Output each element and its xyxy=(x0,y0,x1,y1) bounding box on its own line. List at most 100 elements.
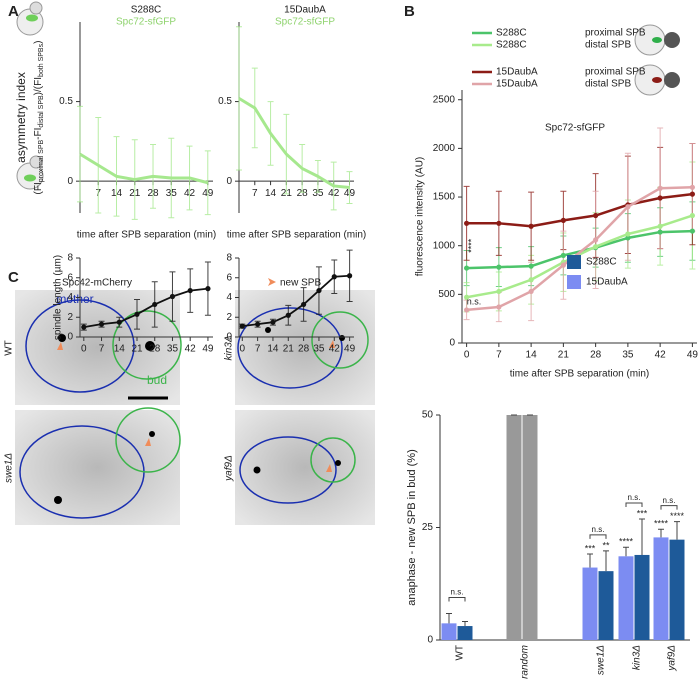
data-point xyxy=(239,323,245,329)
significance: n.s. xyxy=(451,588,464,597)
formula-part: -FI xyxy=(33,128,44,140)
data-point xyxy=(496,220,502,226)
y-axis-label: fluorescence intensity (AU) xyxy=(415,157,426,277)
significance: **** xyxy=(619,537,634,547)
data-point xyxy=(205,286,211,292)
legend-label: S288C xyxy=(496,40,527,51)
data-point xyxy=(528,263,534,269)
formula-part: )/(FI xyxy=(33,77,44,95)
strain-label: yaf9Δ xyxy=(224,455,235,482)
data-point xyxy=(657,185,663,191)
y-tick-label: 2 xyxy=(67,312,73,323)
y-tick-label: 0.5 xyxy=(59,96,73,107)
chart-title: 15DaubA xyxy=(284,5,326,16)
bracket xyxy=(448,596,466,602)
data-line xyxy=(466,186,693,312)
legend-label: 15DaubA xyxy=(586,277,628,288)
error-bar xyxy=(446,612,452,624)
bar xyxy=(618,556,634,640)
legend-label: 15DaubA xyxy=(496,79,538,90)
data-point xyxy=(301,301,307,308)
data-point xyxy=(496,304,502,310)
annotation: **** xyxy=(466,238,476,253)
data-point xyxy=(528,223,534,229)
bracket xyxy=(625,502,643,507)
cell-icon xyxy=(16,1,44,190)
significance: **** xyxy=(670,511,685,521)
data-point xyxy=(464,294,470,300)
significance: n.s. xyxy=(628,493,641,502)
x-tick-label: 21 xyxy=(558,350,570,361)
error-bar xyxy=(603,550,609,572)
x-tick-label: 14 xyxy=(526,350,538,361)
error-bar xyxy=(674,521,680,540)
micrograph xyxy=(15,407,181,525)
data-point xyxy=(347,273,353,279)
formula-part: ) xyxy=(33,41,44,44)
bar xyxy=(522,415,538,640)
data-point xyxy=(593,244,599,250)
x-tick-label: 42 xyxy=(655,350,667,361)
data-point xyxy=(464,220,470,226)
y-tick-label: 2000 xyxy=(433,143,456,154)
data-point xyxy=(116,319,122,325)
legend-swatch xyxy=(567,255,581,269)
error-bar xyxy=(658,528,664,538)
bar xyxy=(598,571,614,640)
y-tick-label: 2 xyxy=(226,312,232,323)
y-axis-label: anaphase - new SPB in bud (%) xyxy=(406,449,418,606)
data-point xyxy=(270,319,276,325)
data-point xyxy=(593,237,599,243)
legend-label: 15DaubA xyxy=(496,67,538,78)
data-line xyxy=(466,214,693,299)
strain-label: WT xyxy=(4,340,15,356)
legend-label: distal SPB xyxy=(585,79,631,90)
bar xyxy=(506,415,522,640)
y-tick-label: 6 xyxy=(226,272,232,283)
image-title: Spc42-mCherry xyxy=(62,278,132,289)
significance: *** xyxy=(637,508,648,518)
significance: n.s. xyxy=(592,525,605,534)
legend-label: S288C xyxy=(586,257,617,268)
y-tick-label: 25 xyxy=(422,522,434,533)
data-point xyxy=(625,235,631,241)
data-line xyxy=(83,287,209,329)
data-point xyxy=(81,324,87,330)
x-tick-label: 35 xyxy=(312,188,324,199)
x-tick-label: 35 xyxy=(167,344,179,355)
error-bar xyxy=(77,105,83,203)
data-point xyxy=(689,212,695,219)
x-tick-label: 7 xyxy=(496,350,502,361)
y-axis-label: spindle length (µm) xyxy=(53,255,64,340)
strain-label: swe1Δ xyxy=(4,453,15,483)
y-tick-label: 0.5 xyxy=(218,96,232,107)
x-tick-label: WT xyxy=(455,645,466,661)
data-point xyxy=(285,312,291,318)
y-tick-label: 4 xyxy=(226,292,232,303)
data-point xyxy=(560,217,566,223)
error-bar xyxy=(639,518,645,555)
x-tick-label: 28 xyxy=(149,344,161,355)
y-axis-formula: (FIproximal SPB-FIdistal SPB)/(FIboth SP… xyxy=(33,41,46,195)
formula-part: proximal SPB xyxy=(38,139,45,182)
strain-label: kin3Δ xyxy=(224,335,235,360)
data-point xyxy=(187,287,193,294)
x-tick-label: 42 xyxy=(185,344,197,355)
x-tick-label: random xyxy=(520,645,531,679)
x-axis-label: time after SPB separation (min) xyxy=(510,369,650,380)
x-axis-label: time after SPB separation (min) xyxy=(227,230,367,241)
data-point xyxy=(316,287,322,294)
x-tick-label: 21 xyxy=(283,344,295,355)
x-tick-label: 28 xyxy=(298,344,310,355)
data-point xyxy=(169,293,176,300)
bar xyxy=(582,567,598,640)
data-point xyxy=(689,184,695,190)
data-point xyxy=(689,228,695,234)
x-tick-label: 0 xyxy=(81,344,87,355)
y-tick-label: 0 xyxy=(226,176,232,187)
bracket xyxy=(589,534,607,539)
data-point xyxy=(593,212,599,219)
mother-label: mother xyxy=(56,292,93,306)
data-line xyxy=(466,192,693,228)
data-point xyxy=(560,262,566,268)
